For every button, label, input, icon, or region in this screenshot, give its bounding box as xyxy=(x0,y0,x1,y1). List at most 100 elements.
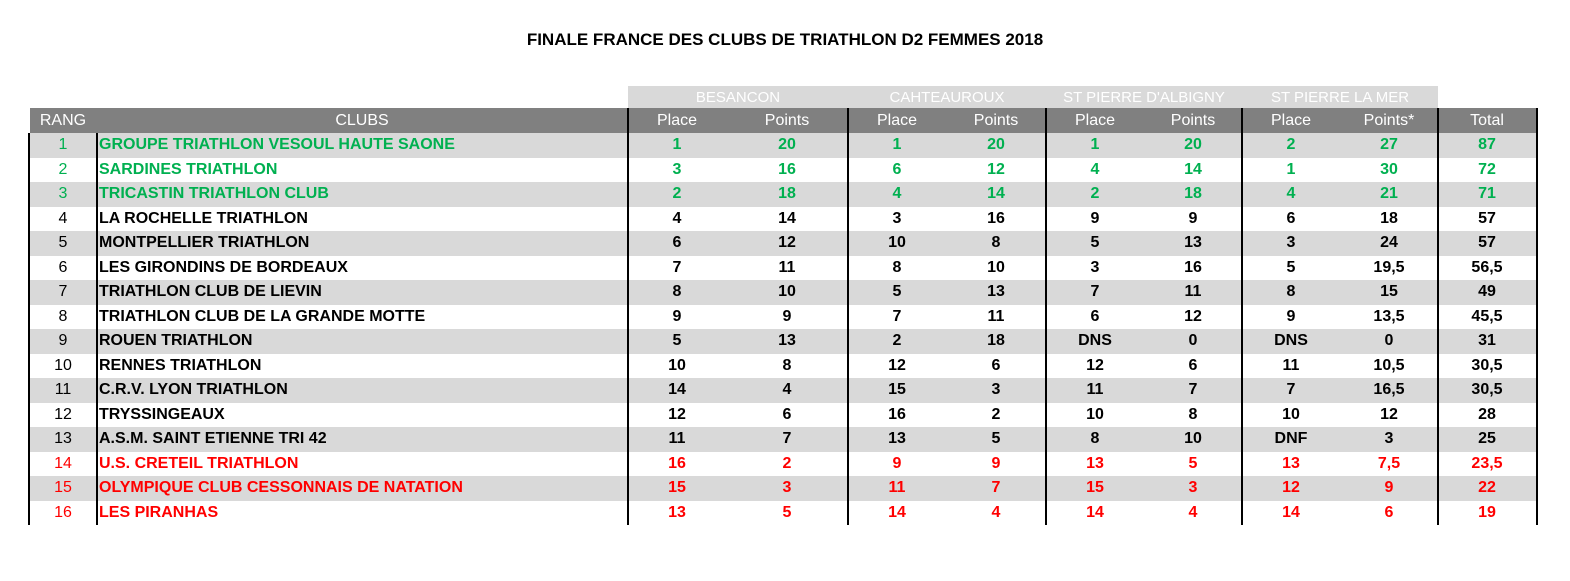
row-shade xyxy=(96,427,1536,452)
place-cell: 16 xyxy=(888,405,906,423)
place-cell: 2 xyxy=(1090,185,1100,203)
place-cell: 15 xyxy=(1086,479,1104,497)
place-cell: 14 xyxy=(1282,503,1300,521)
total-cell: 87 xyxy=(1478,136,1496,154)
place-cell: 6 xyxy=(1090,307,1100,325)
venue-header: ST PIERRE LA MER xyxy=(1242,86,1438,108)
column-header: CLUBS xyxy=(335,111,389,129)
place-cell: 9 xyxy=(1286,307,1296,325)
column-divider xyxy=(1241,108,1243,525)
points-cell: 5 xyxy=(782,503,792,521)
points-cell: 7,5 xyxy=(1377,454,1401,472)
points-cell: 11 xyxy=(987,307,1005,325)
points-cell: 10,5 xyxy=(1373,356,1405,374)
club-name: TRICASTIN TRIATHLON CLUB xyxy=(99,185,329,203)
total-cell: 30,5 xyxy=(1471,356,1503,374)
column-divider xyxy=(847,108,849,525)
place-cell: 14 xyxy=(668,381,686,399)
points-cell: 18 xyxy=(1184,185,1202,203)
points-cell: 14 xyxy=(987,185,1005,203)
place-cell: 9 xyxy=(672,307,682,325)
club-name: OLYMPIQUE CLUB CESSONNAIS DE NATATION xyxy=(99,479,463,497)
rank-cell: 6 xyxy=(58,258,68,276)
place-cell: 15 xyxy=(888,381,906,399)
points-cell: 18 xyxy=(1380,209,1398,227)
row-shade xyxy=(96,231,1536,256)
place-cell: 1 xyxy=(892,136,902,154)
column-divider xyxy=(1045,108,1047,525)
place-cell: 7 xyxy=(1090,283,1100,301)
column-header: Place xyxy=(656,111,698,129)
total-cell: 19 xyxy=(1478,503,1496,521)
column-header: Points* xyxy=(1363,111,1415,129)
club-name: LA ROCHELLE TRIATHLON xyxy=(99,209,308,227)
points-cell: 30 xyxy=(1380,160,1398,178)
points-cell: 16 xyxy=(987,209,1005,227)
points-cell: 9 xyxy=(782,307,792,325)
points-cell: 4 xyxy=(991,503,1001,521)
points-cell: 5 xyxy=(1188,454,1198,472)
points-cell: 10 xyxy=(778,283,796,301)
place-cell: 1 xyxy=(672,136,682,154)
points-cell: 3 xyxy=(991,381,1001,399)
points-cell: 7 xyxy=(991,479,1001,497)
rank-cell: 10 xyxy=(54,356,72,374)
points-cell: 13 xyxy=(778,332,796,350)
total-cell: 49 xyxy=(1478,283,1496,301)
place-cell: 9 xyxy=(892,454,902,472)
row-shade xyxy=(96,329,1536,354)
place-cell: 13 xyxy=(1086,454,1104,472)
rank-cell: 3 xyxy=(58,185,68,203)
row-shade xyxy=(30,182,96,207)
rank-cell: 13 xyxy=(54,430,72,448)
column-header: Place xyxy=(1074,111,1116,129)
points-cell: 5 xyxy=(991,430,1001,448)
place-cell: 2 xyxy=(672,185,682,203)
header-background xyxy=(30,108,1536,133)
club-name: TRIATHLON CLUB DE LA GRANDE MOTTE xyxy=(99,307,426,325)
row-shade xyxy=(96,280,1536,305)
place-cell: 10 xyxy=(668,356,686,374)
points-cell: 12 xyxy=(987,160,1005,178)
rank-cell: 9 xyxy=(58,332,68,350)
venue-header: CAHTEAUROUX xyxy=(848,86,1046,108)
place-cell: 12 xyxy=(668,405,686,423)
rank-cell: 1 xyxy=(58,136,68,154)
place-cell: 13 xyxy=(668,503,686,521)
points-cell: 9 xyxy=(1188,209,1198,227)
points-cell: 4 xyxy=(782,381,792,399)
place-cell: 11 xyxy=(1086,381,1104,399)
venue-header: BESANCON xyxy=(628,86,848,108)
points-cell: 14 xyxy=(1184,160,1202,178)
place-cell: 3 xyxy=(1286,234,1296,252)
place-cell: 7 xyxy=(892,307,902,325)
total-cell: 71 xyxy=(1478,185,1496,203)
place-cell: 6 xyxy=(672,234,682,252)
place-cell: 3 xyxy=(892,209,902,227)
table-border xyxy=(28,133,30,525)
column-header: RANG xyxy=(39,111,87,129)
place-cell: 4 xyxy=(892,185,902,203)
row-shade xyxy=(30,476,96,501)
points-cell: 13,5 xyxy=(1373,307,1405,325)
points-cell: 0 xyxy=(1384,332,1394,350)
place-cell: 3 xyxy=(672,160,682,178)
points-cell: 6 xyxy=(782,405,792,423)
place-cell: 13 xyxy=(1282,454,1300,472)
club-name: MONTPELLIER TRIATHLON xyxy=(99,234,310,252)
points-cell: 27 xyxy=(1380,136,1398,154)
club-name: A.S.M. SAINT ETIENNE TRI 42 xyxy=(99,430,327,448)
points-cell: 7 xyxy=(782,430,792,448)
total-cell: 28 xyxy=(1478,405,1496,423)
place-cell: 10 xyxy=(1282,405,1300,423)
club-name: LES PIRANHAS xyxy=(99,503,219,521)
place-cell: DNF xyxy=(1274,430,1308,448)
column-header: Total xyxy=(1470,111,1504,129)
club-name: SARDINES TRIATHLON xyxy=(99,160,278,178)
place-cell: 14 xyxy=(1086,503,1104,521)
total-cell: 57 xyxy=(1478,209,1496,227)
club-name: RENNES TRIATHLON xyxy=(99,356,262,374)
total-cell: 72 xyxy=(1478,160,1496,178)
points-cell: 8 xyxy=(782,356,792,374)
place-cell: 14 xyxy=(888,503,906,521)
